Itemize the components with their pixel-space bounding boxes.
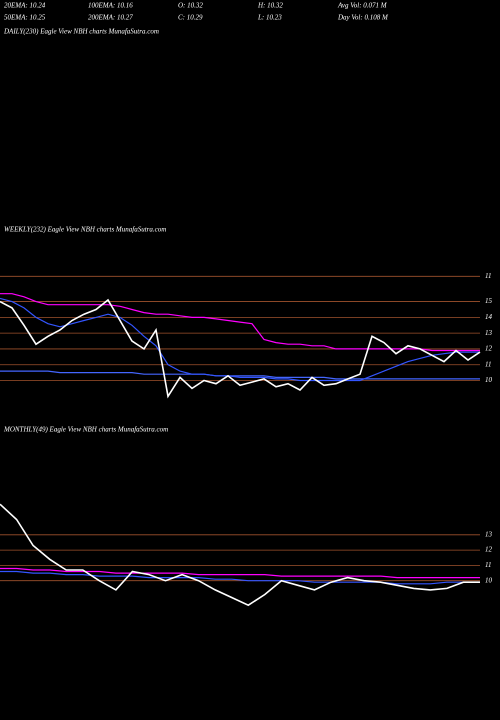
header-stat: Day Vol: 0.108 M bbox=[337, 14, 389, 22]
price-line bbox=[0, 570, 480, 585]
y-tick-label: 15 bbox=[485, 297, 493, 305]
panel-label: WEEKLY(232) Eagle View NBH charts Munafa… bbox=[4, 226, 166, 234]
header-stat: L: 10.23 bbox=[257, 14, 282, 22]
y-tick-label: 12 bbox=[485, 345, 493, 353]
y-tick-label: 12 bbox=[485, 546, 493, 554]
y-tick-label: 10 bbox=[485, 576, 493, 584]
y-tick-label: 13 bbox=[485, 329, 493, 337]
y-tick-label: 11 bbox=[485, 360, 491, 368]
header-stat: Avg Vol: 0.071 M bbox=[337, 2, 388, 10]
header-stat: 20EMA: 10.24 bbox=[4, 2, 46, 10]
header-stat: H: 10.32 bbox=[257, 2, 283, 10]
header-stat: O: 10.32 bbox=[178, 2, 203, 10]
price-line bbox=[0, 297, 480, 382]
panel-label: MONTHLY(49) Eagle View NBH charts Munafa… bbox=[3, 426, 168, 434]
header-stat: 100EMA: 10.16 bbox=[88, 2, 133, 10]
header-stat: 200EMA: 10.27 bbox=[88, 14, 133, 22]
panel-label: DAILY(230) Eagle View NBH charts MunafaS… bbox=[3, 28, 159, 36]
price-line bbox=[0, 567, 480, 579]
y-tick-label: 10 bbox=[485, 376, 493, 384]
price-line bbox=[0, 298, 481, 399]
price-line bbox=[0, 370, 480, 380]
price-line bbox=[0, 503, 480, 607]
header-stat: 50EMA: 10.25 bbox=[4, 14, 46, 22]
price-line bbox=[0, 293, 480, 352]
header-stat: C: 10.29 bbox=[178, 14, 203, 22]
y-tick-label: 11 bbox=[485, 272, 491, 280]
y-tick-label: 13 bbox=[485, 530, 493, 538]
y-tick-label: 11 bbox=[485, 561, 491, 569]
y-tick-label: 14 bbox=[485, 313, 493, 321]
